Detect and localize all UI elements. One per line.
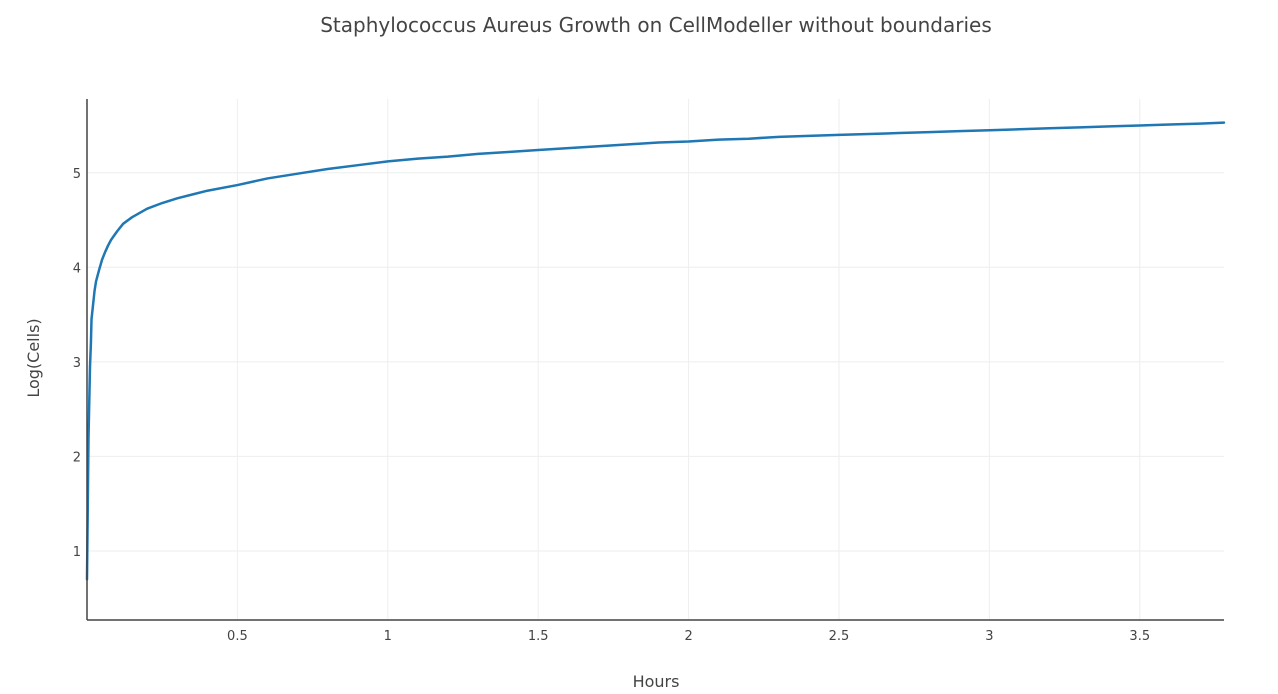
y-tick-label: 4 [73, 261, 81, 276]
x-tick-label: 3.5 [1129, 629, 1150, 644]
y-tick-label: 5 [73, 167, 81, 182]
x-tick-label: 0.5 [227, 629, 248, 644]
y-tick-label: 1 [73, 545, 81, 560]
series-layer [85, 121, 1226, 581]
y-tick-label: 2 [73, 450, 81, 465]
x-tick-label: 1.5 [528, 629, 549, 644]
chart-title: Staphylococcus Aureus Growth on CellMode… [320, 13, 992, 37]
series-line-0 [85, 121, 1226, 581]
y-tick-label: 3 [73, 356, 81, 371]
y-axis-title: Log(Cells) [24, 318, 43, 397]
x-tick-label: 3 [985, 629, 993, 644]
tick-labels: 0.5 1 1.5 2 2.5 3 3.5 1 2 3 4 5 [73, 167, 1150, 644]
axes [86, 99, 1224, 621]
gridlines [87, 99, 1224, 620]
x-tick-label: 2.5 [829, 629, 850, 644]
x-tick-label: 1 [384, 629, 392, 644]
x-tick-label: 2 [684, 629, 692, 644]
x-axis-title: Hours [633, 672, 680, 691]
